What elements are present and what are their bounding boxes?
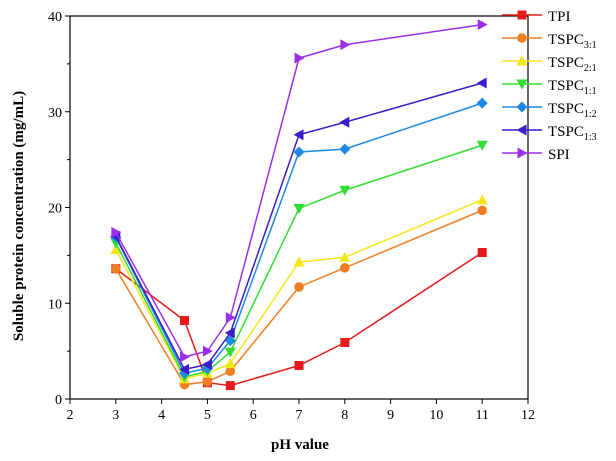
data-point [477, 205, 488, 216]
data-point [294, 282, 304, 292]
y-tick-label: 10 [48, 297, 62, 312]
data-point [477, 19, 488, 31]
data-point [476, 77, 487, 89]
data-point [225, 381, 235, 391]
y-tick-label: 40 [48, 10, 62, 25]
legend-item-1: TSPC3:1 [502, 32, 597, 51]
legend-item-4: TSPC1:2 [502, 101, 597, 120]
legend-item-6: SPI [502, 147, 570, 163]
data-point [476, 140, 488, 151]
data-point [477, 248, 487, 258]
x-tick-label: 10 [429, 408, 443, 423]
data-point [476, 97, 488, 109]
data-point [111, 263, 121, 274]
series-5 [110, 77, 487, 375]
legend-label: TSPC1:1 [548, 78, 597, 97]
data-point [340, 39, 351, 51]
data-point [293, 256, 305, 267]
series-line [115, 82, 483, 371]
legend-label: TSPC1:3 [548, 124, 597, 143]
x-tick-label: 12 [521, 408, 535, 423]
data-point [110, 244, 122, 255]
series-4 [110, 97, 488, 379]
legend-marker [517, 10, 527, 20]
legend-marker [516, 101, 528, 113]
y-tick-label: 0 [55, 393, 62, 408]
legend-marker [516, 55, 528, 66]
data-point [225, 366, 236, 377]
x-tick-label: 2 [67, 408, 74, 423]
legend-label: SPI [548, 147, 570, 163]
data-point [224, 347, 236, 358]
data-point [224, 327, 235, 339]
legend-marker [516, 124, 527, 136]
data-point [111, 226, 122, 238]
legend-label: TSPC2:1 [548, 55, 597, 74]
y-axis-title: Soluble protein concentration (mg/mL) [11, 91, 27, 341]
data-point [180, 351, 190, 363]
legend-label: TSPC1:2 [548, 101, 597, 120]
x-tick-label: 9 [387, 408, 394, 423]
series-6 [111, 19, 488, 363]
data-point [293, 146, 305, 158]
x-tick-label: 11 [475, 408, 488, 423]
series-line [115, 209, 483, 386]
data-point [202, 376, 213, 387]
data-point [179, 363, 189, 375]
data-point [340, 263, 350, 273]
legend-item-2: TSPC2:1 [502, 55, 597, 74]
data-point [476, 194, 488, 205]
legend: TPI TSPC3:1 TSPC2:1 TSPC1:1 TSPC1:2 TSPC1:3 SP… [502, 9, 597, 163]
y-tick-label: 20 [48, 202, 62, 217]
data-point [202, 345, 213, 357]
x-axis-title: pH value [271, 437, 329, 453]
data-point [224, 358, 236, 369]
legend-marker [516, 79, 528, 90]
series-0 [111, 248, 487, 391]
x-tick-label: 3 [112, 408, 119, 423]
data-point [201, 359, 212, 371]
x-tick-label: 6 [250, 408, 257, 423]
axes: 2 3 4 5 6 7 8 9 10 11 12 0 10 20 30 40 [48, 10, 535, 423]
data-point [293, 203, 305, 214]
legend-item-5: TSPC1:3 [502, 124, 597, 143]
x-tick-label: 7 [296, 408, 303, 423]
data-point [294, 360, 304, 370]
x-tick-label: 5 [204, 408, 211, 423]
x-tick-label: 8 [341, 408, 348, 423]
x-tick-label: 4 [158, 408, 165, 423]
data-point [294, 52, 305, 64]
legend-marker [517, 33, 527, 43]
series-line [115, 23, 483, 358]
legend-item-0: TPI [502, 9, 571, 25]
data-point [180, 315, 189, 325]
legend-label: TSPC3:1 [548, 32, 597, 51]
data-point [340, 338, 350, 348]
data-point [339, 116, 350, 128]
data-point [339, 185, 351, 196]
legend-item-3: TSPC1:1 [502, 78, 597, 97]
legend-marker [517, 147, 528, 159]
data-point [339, 143, 351, 155]
data-point [339, 251, 351, 262]
data-point [225, 312, 236, 324]
data-point [293, 129, 304, 141]
y-tick-label: 30 [48, 106, 62, 121]
legend-label: TPI [548, 9, 571, 25]
series-layer [110, 19, 488, 391]
